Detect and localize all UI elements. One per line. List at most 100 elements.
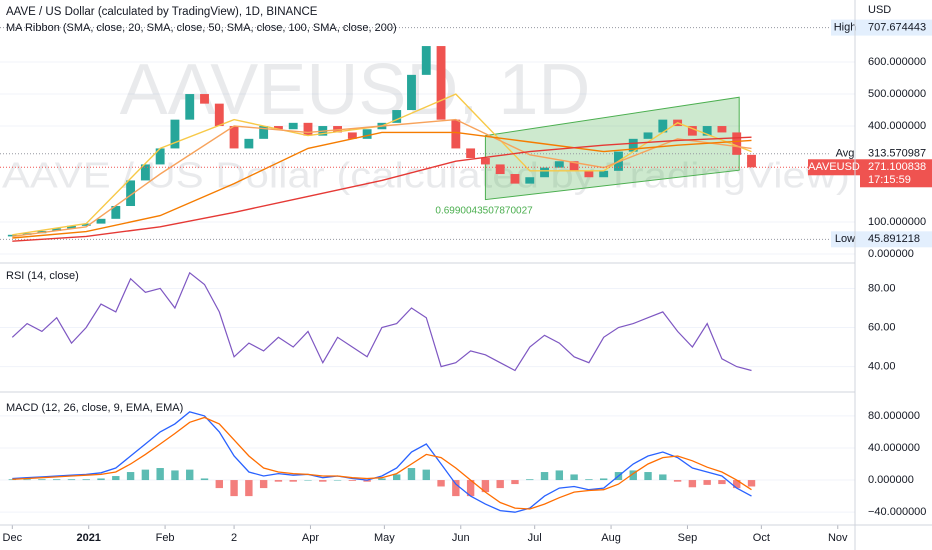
histogram-bar (585, 479, 593, 481)
watermark: AAVEUSD, 1D (120, 50, 591, 130)
candle-body (717, 126, 727, 133)
histogram-bar (215, 480, 223, 489)
histogram-bar (511, 480, 519, 485)
histogram-bar (703, 480, 711, 485)
candle-body (140, 164, 150, 181)
candle-body (244, 138, 254, 149)
histogram-bar (466, 480, 475, 497)
y-tick-label: 400.000000 (868, 120, 926, 132)
histogram-bar (526, 479, 534, 481)
candle-body (259, 126, 269, 139)
histogram-bar (82, 479, 90, 481)
histogram-bar (245, 480, 253, 497)
histogram-bar (171, 470, 179, 481)
indicator-label: RSI (14, close) (6, 270, 79, 282)
y-tick-label: 500.000000 (868, 88, 926, 100)
indicator-label: MA Ribbon (SMA, close, 20, SMA, close, 5… (6, 22, 397, 34)
x-tick-label: Nov (828, 532, 848, 544)
candle-body (436, 46, 446, 120)
y-tick-label: 80.000000 (868, 410, 920, 422)
histogram-bar (673, 480, 682, 482)
histogram-bar (348, 480, 357, 481)
histogram-bar (555, 470, 564, 481)
histogram-bar (52, 479, 61, 481)
histogram-bar (23, 479, 31, 481)
candle-body (569, 161, 579, 171)
countdown: 17:15:59 (868, 174, 911, 186)
candle-body (185, 94, 195, 120)
histogram-bar (747, 480, 756, 487)
candle-body (466, 148, 476, 159)
histogram-bar (200, 478, 209, 481)
histogram-bar (230, 480, 238, 497)
candle-body (200, 94, 209, 104)
histogram-bar (570, 474, 578, 481)
y-tick-label: 40.000000 (868, 442, 920, 454)
histogram-bar (319, 480, 327, 482)
histogram-bar (97, 478, 105, 481)
histogram-bar (437, 480, 445, 487)
indicator-label: MACD (12, 26, close, 9, EMA, EMA) (6, 402, 183, 414)
low-value-bg (860, 231, 932, 248)
candle-body (495, 164, 505, 175)
x-tick-label: Sep (678, 532, 698, 544)
candle-body (687, 126, 697, 136)
avg-label: Avg (836, 148, 855, 160)
candle-body (732, 132, 742, 155)
histogram-bar (496, 480, 504, 489)
x-tick-label: 2021 (76, 532, 100, 544)
x-tick-label: Jun (452, 532, 470, 544)
candle-body (584, 170, 594, 178)
x-tick-label: Dec (3, 532, 23, 544)
candle-body (658, 119, 668, 133)
low-label: Low (835, 233, 855, 245)
histogram-bar (540, 472, 549, 481)
y-tick-label: −40.000000 (868, 506, 926, 518)
candle-body (155, 148, 165, 165)
x-tick-label: May (374, 532, 395, 544)
y-tick-label: 80.00 (868, 282, 896, 294)
high-value: 707.674443 (868, 22, 926, 34)
annotation: 0.6990043507870027 (435, 205, 533, 216)
candle-body (643, 132, 653, 139)
moving-average (12, 131, 752, 239)
chart-title: AAVE / US Dollar (calculated by TradingV… (6, 6, 318, 18)
last-value-bg (860, 159, 932, 188)
y-tick-label: 60.00 (868, 321, 896, 333)
candle-body (7, 234, 17, 237)
avg-value-bg (860, 145, 932, 162)
candle-body (554, 161, 564, 168)
moving-average (12, 136, 752, 242)
histogram-bar (452, 480, 460, 497)
candle-body (214, 103, 224, 127)
histogram-bar (363, 480, 371, 482)
avg-label-bg (831, 145, 860, 162)
x-tick-label: 2 (231, 532, 237, 544)
histogram-bar (186, 469, 194, 481)
histogram-bar (141, 469, 150, 481)
candle-body (392, 110, 402, 123)
last-label-bg (808, 159, 860, 176)
histogram-bar (407, 468, 416, 481)
candle-body (362, 129, 372, 139)
high-label: High (834, 22, 857, 34)
y-tick-label: 40.00 (868, 360, 896, 372)
x-tick-label: Jul (528, 532, 542, 544)
candle-body (52, 228, 62, 231)
candle-body (170, 119, 180, 149)
last-label: AAVEUSD (808, 161, 860, 173)
y-tick-label: 100.000000 (868, 216, 926, 228)
y-tick-label: 600.000000 (868, 56, 926, 68)
low-label-bg (831, 231, 860, 248)
high-value-bg (860, 19, 932, 36)
histogram-bar (126, 472, 135, 481)
candle-body (96, 218, 106, 224)
histogram-bar (422, 469, 430, 481)
candle-body (510, 174, 520, 184)
avg-value: 313.570987 (868, 148, 926, 160)
x-tick-label: Apr (302, 532, 319, 544)
histogram-bar (289, 480, 297, 482)
histogram-bar (733, 480, 741, 489)
candle-body (273, 126, 283, 130)
